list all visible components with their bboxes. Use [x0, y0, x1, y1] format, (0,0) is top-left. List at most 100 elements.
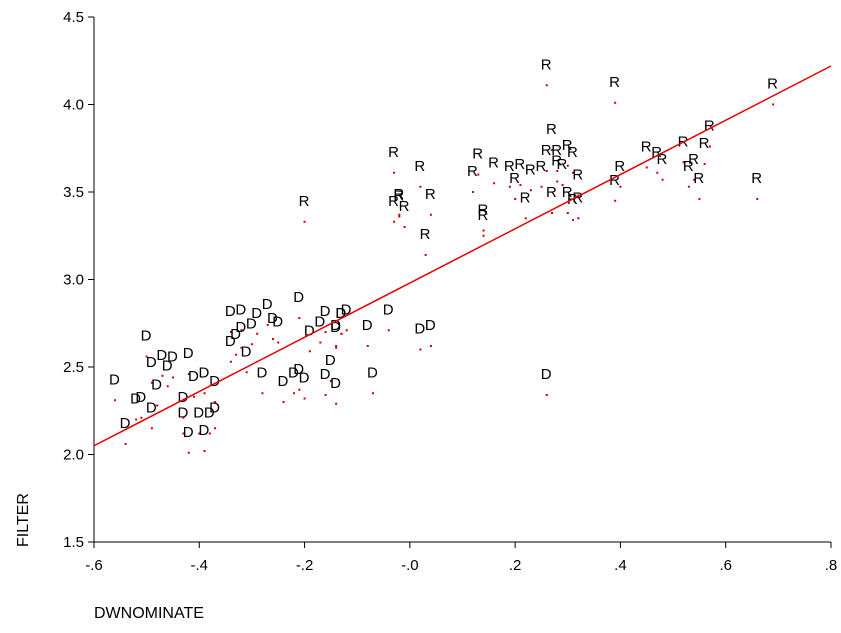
data-point-label: R [541, 56, 552, 73]
data-point-label: D [288, 364, 299, 381]
data-point-label: D [362, 317, 373, 334]
data-point-dot [687, 185, 690, 188]
data-point-dot [335, 345, 338, 347]
data-point-label: D [241, 343, 252, 360]
data-point-label: D [320, 303, 331, 320]
data-point-label: R [657, 151, 668, 168]
data-point-label: R [572, 189, 583, 206]
data-point-label: R [388, 144, 399, 161]
data-point-dot [708, 145, 711, 148]
data-point-label: D [135, 389, 146, 406]
data-point-dot [482, 234, 485, 237]
data-point-dot [187, 373, 190, 375]
data-point-label: D [209, 399, 220, 416]
data-point-label: D [199, 422, 210, 439]
data-point-label: R [572, 167, 583, 184]
data-point-label: D [183, 345, 194, 362]
data-point-dot [256, 332, 259, 335]
data-point-dot [429, 213, 432, 216]
data-point-label: R [693, 170, 704, 187]
data-point-label: D [367, 364, 378, 381]
x-axis-ticks: -.6 -.4 -.2 -.0 .2 .4 .6 .8 [85, 542, 837, 574]
data-point-dot [140, 416, 143, 419]
data-point-dot [387, 329, 390, 332]
data-point-dot [114, 399, 117, 402]
data-point-dot [335, 346, 338, 349]
data-point-label: D [320, 366, 331, 383]
y-axis-title: FILTER [15, 493, 32, 547]
data-point-dot [182, 416, 185, 419]
data-point-dot [682, 161, 685, 164]
data-point-label: D [314, 314, 325, 331]
y-tick-label: 3.5 [63, 184, 84, 201]
data-point-label: D [272, 314, 283, 331]
data-point-dot [182, 432, 185, 435]
data-point-label: R [704, 118, 715, 135]
data-point-label: R [562, 137, 573, 154]
plot-frame [93, 17, 831, 543]
data-point-dot [303, 220, 306, 223]
data-point-label: R [551, 153, 562, 170]
data-point-dot [550, 212, 553, 214]
data-point-label: D [267, 310, 278, 327]
data-point-dot [703, 163, 706, 165]
data-point-dot [472, 191, 475, 193]
data-point-label: D [109, 371, 120, 388]
data-point-dot [572, 171, 575, 174]
data-point-label: R [641, 139, 652, 156]
data-point-dot [150, 427, 153, 430]
data-point-dot [145, 355, 148, 358]
data-point-dot [645, 166, 648, 169]
data-point-label: D [304, 322, 315, 339]
data-point-dot [203, 392, 206, 395]
data-point-label: D [330, 319, 341, 336]
data-point-label: R [520, 189, 531, 206]
data-point-label: D [183, 424, 194, 441]
data-point-label: D [330, 317, 341, 334]
data-point-dot [166, 385, 169, 388]
data-point-label: D [130, 391, 141, 408]
data-point-label: D [146, 399, 157, 416]
data-point-dot [429, 345, 432, 347]
data-point-label: D [262, 296, 273, 313]
data-point-label: R [393, 188, 404, 205]
x-tick-label: .6 [719, 557, 732, 574]
data-point-label: R [420, 226, 431, 243]
data-point-label: R [562, 184, 573, 201]
data-point-label: R [567, 144, 578, 161]
data-point-dot [240, 329, 243, 332]
data-point-label: D [541, 366, 552, 383]
data-point-label: D [225, 303, 236, 320]
y-tick-label: 4.5 [63, 9, 84, 26]
y-tick-label: 4.0 [63, 97, 84, 114]
data-point-label: R [699, 135, 710, 152]
data-point-dot [214, 401, 217, 403]
data-point-dot [756, 198, 759, 200]
data-point-label: R [388, 193, 399, 210]
x-tick-label: -.6 [85, 557, 103, 574]
data-point-label: D [325, 352, 336, 369]
data-point-label: D [293, 289, 304, 306]
data-point-label: D [383, 301, 394, 318]
data-point-dot [524, 217, 527, 220]
data-point-dot [693, 178, 696, 181]
x-axis-title: DWNOMINATE [94, 605, 204, 622]
data-point-label: R [557, 156, 568, 173]
data-point-label: R [478, 207, 489, 224]
data-point-dot [577, 217, 580, 220]
data-point-label: R [425, 186, 436, 203]
data-point-label: D [141, 328, 152, 345]
data-point-dot [519, 184, 522, 186]
data-point-dot [324, 331, 327, 333]
data-point-dot [277, 341, 280, 344]
data-point-dot [772, 103, 775, 106]
data-point-dot [403, 226, 406, 228]
data-point-dot [340, 332, 343, 335]
data-point-dot [161, 374, 164, 377]
y-tick-label: 3.0 [63, 272, 84, 289]
data-point-dot [366, 345, 369, 347]
data-point-label: D [167, 349, 178, 366]
data-point-dot [393, 171, 396, 174]
data-point-dot [282, 401, 285, 403]
